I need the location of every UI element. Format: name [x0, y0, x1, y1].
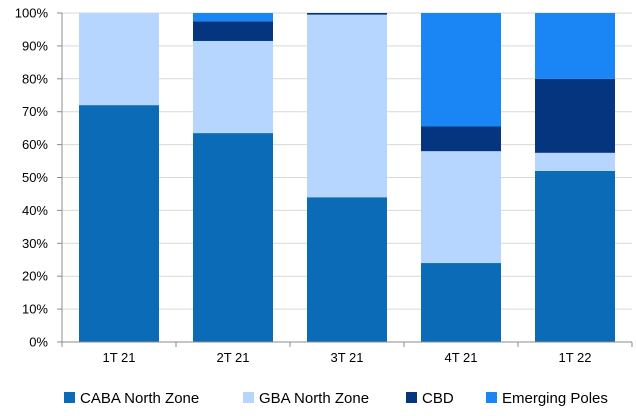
legend-label: GBA North Zone [259, 390, 369, 407]
bar-segment [421, 13, 501, 127]
legend-label: Emerging Poles [502, 390, 608, 407]
y-tick-label: 60% [22, 137, 48, 152]
y-tick-label: 40% [22, 203, 48, 218]
bar-segment [535, 170, 615, 342]
bar-segment [79, 105, 159, 343]
bar-segment [535, 78, 615, 153]
bar-segment [79, 13, 159, 106]
bars [79, 13, 615, 343]
y-tick-label: 90% [22, 38, 48, 53]
y-tick-label: 80% [22, 71, 48, 86]
bar-segment [535, 152, 615, 171]
legend-swatch [64, 392, 75, 403]
x-tick-label: 4T 21 [444, 350, 477, 365]
bar-segment [535, 13, 615, 79]
x-tick-label: 1T 21 [102, 350, 135, 365]
bar-segment [193, 21, 273, 41]
bar-segment [421, 126, 501, 152]
legend-swatch [243, 392, 254, 403]
x-tick-label: 3T 21 [330, 350, 363, 365]
bar-segment [193, 133, 273, 342]
bar-segment [307, 14, 387, 198]
legend-label: CABA North Zone [80, 390, 199, 407]
y-tick-label: 0% [29, 335, 48, 350]
legend-label: CBD [422, 390, 454, 407]
y-tick-label: 70% [22, 104, 48, 119]
y-tick-label: 10% [22, 302, 48, 317]
y-tick-label: 20% [22, 269, 48, 284]
bar-segment [421, 151, 501, 264]
y-tick-label: 100% [15, 6, 49, 21]
x-tick-label: 2T 21 [216, 350, 249, 365]
y-tick-label: 50% [22, 170, 48, 185]
bar-segment [193, 40, 273, 134]
axes: 0% 10% 20% 30% 40% 50% 60% 70% 80% 90% 100% 1T 21 2T… [15, 6, 633, 365]
y-tick-label: 30% [22, 236, 48, 251]
bar-segment [193, 13, 273, 22]
legend-swatch [406, 392, 417, 403]
bar-segment [421, 263, 501, 342]
bar-segment [307, 197, 387, 342]
legend-swatch [486, 392, 497, 403]
bar-segment [307, 13, 387, 15]
x-tick-label: 1T 22 [558, 350, 591, 365]
legend: CABA North Zone GBA North Zone CBD Emerging… [64, 390, 608, 407]
